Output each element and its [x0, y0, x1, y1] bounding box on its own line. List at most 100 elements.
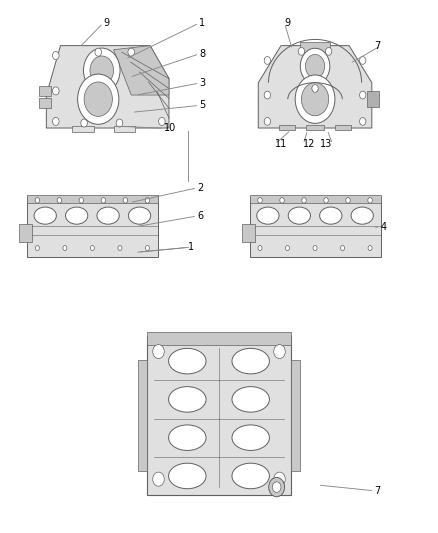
- Circle shape: [95, 48, 102, 56]
- Circle shape: [258, 198, 262, 203]
- Text: 9: 9: [285, 18, 291, 28]
- Bar: [242, 223, 255, 242]
- Text: 7: 7: [374, 41, 381, 51]
- Circle shape: [300, 49, 330, 84]
- Circle shape: [305, 54, 325, 78]
- Circle shape: [360, 56, 366, 64]
- Bar: [147, 336, 291, 495]
- Ellipse shape: [66, 207, 88, 224]
- Text: 3: 3: [199, 78, 205, 88]
- Circle shape: [368, 246, 372, 251]
- Circle shape: [274, 344, 285, 359]
- Circle shape: [81, 119, 88, 127]
- Polygon shape: [46, 46, 169, 128]
- Bar: [336, 125, 351, 130]
- Circle shape: [280, 198, 284, 203]
- Circle shape: [90, 56, 113, 85]
- Circle shape: [298, 47, 304, 55]
- Bar: [39, 99, 51, 108]
- Circle shape: [57, 198, 62, 203]
- Circle shape: [128, 48, 134, 56]
- Ellipse shape: [288, 207, 311, 224]
- Bar: [279, 125, 295, 130]
- Circle shape: [118, 246, 122, 251]
- Ellipse shape: [169, 425, 206, 450]
- Circle shape: [35, 198, 39, 203]
- Bar: [250, 196, 381, 257]
- Bar: [138, 360, 147, 471]
- Circle shape: [90, 246, 95, 251]
- Bar: [39, 86, 51, 96]
- Bar: [300, 42, 330, 52]
- Text: 12: 12: [303, 139, 316, 149]
- Circle shape: [301, 83, 328, 116]
- Text: 1: 1: [199, 18, 205, 28]
- Bar: [27, 196, 158, 257]
- Circle shape: [274, 472, 285, 486]
- Circle shape: [35, 246, 39, 251]
- Text: 11: 11: [275, 139, 287, 149]
- Circle shape: [78, 74, 119, 124]
- Bar: [27, 195, 158, 204]
- Polygon shape: [113, 46, 169, 95]
- Ellipse shape: [34, 207, 57, 224]
- Circle shape: [324, 198, 328, 203]
- Circle shape: [341, 246, 345, 251]
- Text: 7: 7: [374, 486, 381, 496]
- Bar: [72, 126, 94, 132]
- Polygon shape: [258, 46, 372, 128]
- Ellipse shape: [169, 463, 206, 489]
- Ellipse shape: [169, 349, 206, 374]
- Ellipse shape: [128, 207, 151, 224]
- Circle shape: [346, 198, 350, 203]
- Bar: [147, 333, 291, 345]
- Text: 10: 10: [164, 123, 177, 133]
- Text: 1: 1: [188, 243, 194, 252]
- Circle shape: [302, 198, 306, 203]
- Text: 2: 2: [197, 183, 203, 193]
- Circle shape: [123, 198, 127, 203]
- Bar: [306, 125, 324, 130]
- Circle shape: [360, 118, 366, 125]
- Circle shape: [313, 246, 317, 251]
- Circle shape: [145, 246, 149, 251]
- Bar: [113, 126, 135, 132]
- Circle shape: [286, 246, 290, 251]
- Text: 5: 5: [199, 100, 205, 110]
- Bar: [19, 223, 32, 242]
- Bar: [367, 91, 378, 108]
- Bar: [250, 195, 381, 204]
- Ellipse shape: [232, 463, 269, 489]
- Bar: [291, 360, 300, 471]
- Ellipse shape: [97, 207, 119, 224]
- Circle shape: [159, 117, 165, 125]
- Circle shape: [325, 47, 332, 55]
- Ellipse shape: [232, 349, 269, 374]
- Ellipse shape: [232, 425, 269, 450]
- Circle shape: [264, 118, 271, 125]
- Circle shape: [101, 198, 106, 203]
- Circle shape: [116, 119, 123, 127]
- Circle shape: [53, 87, 59, 95]
- Ellipse shape: [169, 386, 206, 412]
- Circle shape: [53, 117, 59, 125]
- Circle shape: [264, 91, 271, 99]
- Circle shape: [368, 198, 372, 203]
- Circle shape: [53, 52, 59, 60]
- Circle shape: [84, 82, 113, 116]
- Circle shape: [153, 472, 164, 486]
- Ellipse shape: [257, 207, 279, 224]
- Circle shape: [79, 198, 84, 203]
- Ellipse shape: [351, 207, 373, 224]
- Circle shape: [264, 56, 271, 64]
- Circle shape: [145, 198, 150, 203]
- Circle shape: [84, 48, 120, 93]
- Circle shape: [258, 246, 262, 251]
- Circle shape: [153, 344, 164, 359]
- Text: 6: 6: [197, 211, 203, 221]
- Circle shape: [272, 482, 281, 492]
- Text: 9: 9: [103, 18, 110, 28]
- Circle shape: [360, 91, 366, 99]
- Circle shape: [295, 75, 335, 123]
- Ellipse shape: [320, 207, 342, 224]
